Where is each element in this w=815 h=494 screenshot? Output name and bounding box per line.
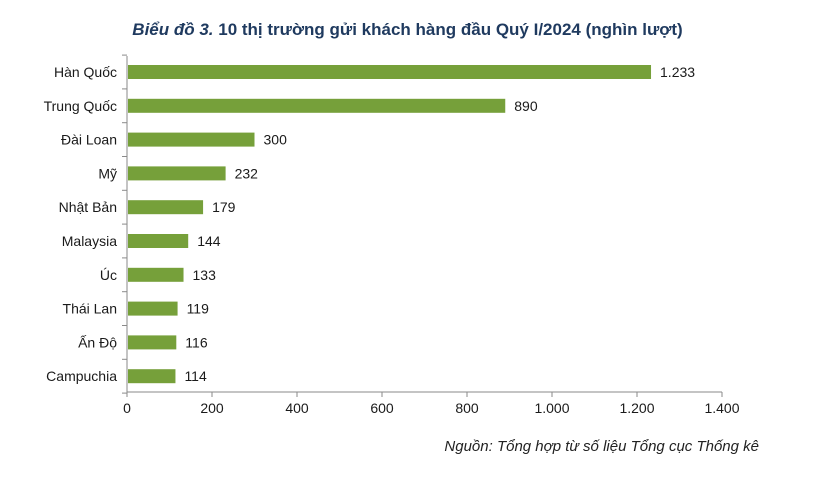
category-label: Hàn Quốc: [54, 64, 117, 80]
labels-layer: Hàn Quốc 1.233 Trung Quốc 890 Đài Loan 300 Mỹ 2…: [44, 64, 696, 384]
category-label: Úc: [100, 267, 117, 283]
category-label: Ấn Độ: [78, 334, 117, 350]
x-tick-label: 400: [285, 400, 309, 416]
data-label: 114: [184, 368, 207, 384]
bar: [128, 166, 226, 181]
data-label: 119: [187, 301, 210, 317]
x-tick-label: 200: [200, 400, 224, 416]
data-label: 890: [514, 98, 538, 114]
category-label: Thái Lan: [63, 301, 117, 317]
data-label: 232: [235, 165, 259, 181]
category-label: Campuchia: [46, 368, 117, 384]
data-label: 179: [212, 199, 236, 215]
bar: [128, 234, 189, 248]
data-label: 116: [185, 334, 208, 350]
category-label: Trung Quốc: [44, 98, 117, 114]
bar: [128, 132, 255, 147]
x-tick-label: 1.400: [704, 400, 739, 416]
x-tick-label: 1.200: [619, 400, 654, 416]
chart-title-rest: 10 thị trường gửi khách hàng đầu Quý I/2…: [213, 20, 683, 39]
data-label: 144: [197, 233, 221, 249]
bar: [128, 98, 506, 113]
data-label: 1.233: [660, 64, 695, 80]
bar: [128, 65, 652, 79]
bar: [128, 200, 204, 215]
x-tick-label: 0: [123, 400, 131, 416]
bars-layer: [128, 65, 652, 384]
source-note: Nguồn: Tổng hợp từ số liệu Tổng cục Thốn…: [444, 438, 759, 455]
category-label: Mỹ: [98, 165, 117, 181]
chart-title: Biểu đồ 3. 10 thị trường gửi khách hàng …: [0, 20, 815, 40]
bar: [128, 301, 178, 316]
category-label: Nhật Bản: [59, 199, 117, 215]
chart-title-lead: Biểu đồ 3.: [132, 20, 214, 39]
x-tick-label: 1.000: [534, 400, 569, 416]
bar: [128, 369, 176, 384]
category-label: Đài Loan: [61, 132, 117, 148]
x-axis: 0 200 400 600 800 1.000 1.200 1.400: [122, 54, 740, 416]
bar: [128, 267, 184, 282]
x-tick-label: 800: [455, 400, 479, 416]
data-label: 133: [193, 267, 217, 283]
data-label: 300: [264, 132, 288, 148]
bar: [128, 335, 177, 350]
x-tick-label: 600: [370, 400, 394, 416]
category-label: Malaysia: [62, 233, 117, 249]
